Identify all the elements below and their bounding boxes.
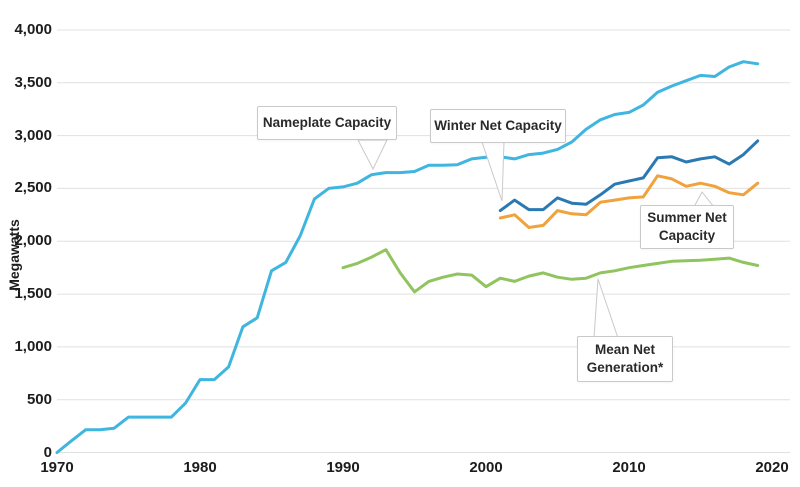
pointer-mean-net-generation: [593, 278, 619, 339]
x-axis-tick-label: 2000: [469, 459, 503, 476]
series-line-winter-net-capacity: [498, 139, 760, 213]
x-axis-tick-label: 2020: [755, 459, 789, 476]
gridlines-group: [57, 29, 790, 453]
y-axis-tick-label: 1,000: [14, 337, 52, 355]
callout-winter-net-capacity-label: Winter Net Capacity: [434, 117, 562, 133]
callout-winter-net-capacity: Winter Net Capacity: [430, 109, 566, 143]
callout-summer-net-capacity: Summer Net Capacity: [640, 205, 734, 249]
series-line-nameplate-capacity: [55, 60, 760, 454]
callout-nameplate-capacity: Nameplate Capacity: [257, 106, 397, 140]
y-axis-tick-label: 500: [26, 390, 52, 408]
y-axis-tick-label: 2,500: [14, 179, 52, 197]
callout-summer-net-capacity-label: Summer Net Capacity: [647, 209, 727, 243]
callout-mean-net-generation-label: Mean Net Generation*: [586, 341, 664, 375]
callout-pointers-group: [357, 139, 716, 339]
x-axis-tick-label: 1980: [183, 459, 217, 476]
series-lines-group: [55, 60, 760, 454]
y-axis-tick-label: 0: [43, 443, 52, 461]
series-line-mean-net-generation: [341, 248, 760, 294]
x-axis-tick-label: 1970: [40, 459, 74, 476]
callout-mean-net-generation: Mean Net Generation*: [577, 336, 673, 382]
y-axis-tick-label: 3,000: [14, 126, 52, 144]
callout-nameplate-capacity-label: Nameplate Capacity: [262, 114, 392, 130]
y-axis-tick-label: 4,000: [14, 21, 52, 38]
series-line-summer-net-capacity: [498, 174, 760, 229]
y-axis-tick-label: 1,500: [14, 285, 52, 303]
x-axis-tick-label: 2010: [612, 459, 646, 476]
x-axis-tick-label: 1990: [326, 459, 360, 476]
pointer-nameplate-capacity: [357, 139, 388, 171]
y-axis-tick-label: 2,000: [14, 232, 52, 250]
y-axis-tick-label: 3,500: [14, 73, 52, 91]
pointer-winter-net-capacity: [481, 141, 505, 202]
